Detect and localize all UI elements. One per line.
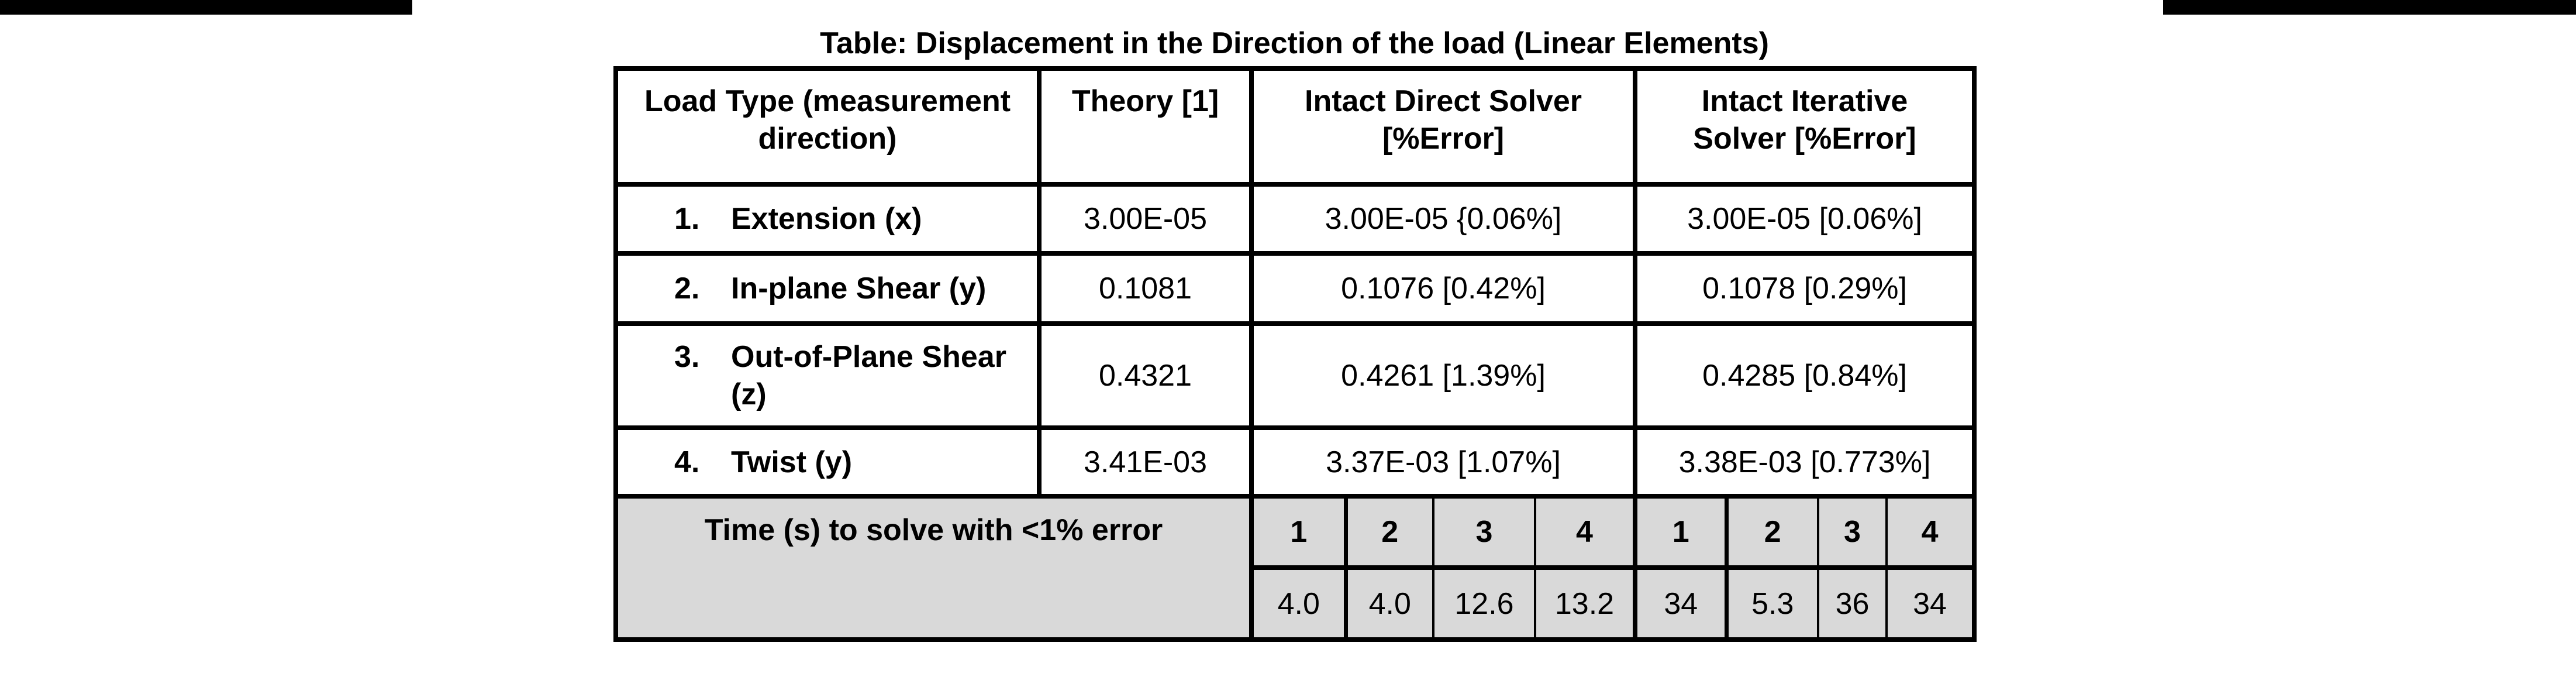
results-table: Load Type (measurement direction) Theory… — [613, 66, 1977, 642]
theory-value: 0.1081 — [1037, 251, 1254, 326]
row-label: Extension (x) — [731, 202, 922, 236]
table-title: Table: Displacement in the Direction of … — [820, 26, 1769, 60]
time-value: 34 — [1633, 565, 1729, 642]
time-value: 4.0 — [1249, 565, 1348, 642]
load-type-cell: 2. In-plane Shear (y) — [613, 251, 1042, 326]
direct-solver-value: 0.4261 [1.39%] — [1249, 321, 1637, 430]
iterative-solver-value: 0.4285 [0.84%] — [1633, 321, 1977, 430]
table-row-outofplane-shear: 3. Out-of-Plane Shear (z) 0.4321 0.4261 … — [613, 321, 1977, 430]
load-type-cell: 1. Extension (x) — [613, 182, 1042, 256]
load-type-cell: 4. Twist (y) — [613, 425, 1042, 499]
row-number: 4. — [674, 445, 700, 479]
time-header-row: Time (s) to solve with <1% error 1 2 3 4… — [613, 494, 1976, 642]
time-col-header: 4 — [1885, 494, 1976, 570]
iterative-solver-value: 3.00E-05 [0.06%] — [1633, 182, 1977, 256]
time-value: 13.2 — [1533, 565, 1637, 642]
iterative-solver-value: 0.1078 [0.29%] — [1633, 251, 1977, 326]
time-value: 12.6 — [1432, 565, 1536, 642]
load-type-cell: 3. Out-of-Plane Shear (z) — [613, 321, 1042, 430]
time-col-header: 2 — [1344, 494, 1434, 570]
time-value: 4.0 — [1344, 565, 1434, 642]
time-value: 36 — [1817, 565, 1888, 642]
time-value: 5.3 — [1725, 565, 1820, 642]
time-col-header: 3 — [1817, 494, 1888, 570]
time-col-header: 3 — [1432, 494, 1536, 570]
iterative-solver-value: 3.38E-03 [0.773%] — [1633, 425, 1977, 499]
time-label-cell: Time (s) to solve with <1% error — [613, 494, 1254, 642]
table-row-inplane-shear: 2. In-plane Shear (y) 0.1081 0.1076 [0.4… — [613, 251, 1977, 326]
row-label: Twist (y) — [731, 445, 853, 479]
header-row: Load Type (measurement direction) Theory… — [613, 66, 1977, 187]
row-label: Out-of-Plane Shear (z) — [731, 340, 1006, 411]
header-theory: Theory [1] — [1037, 66, 1254, 187]
time-col-header: 1 — [1249, 494, 1348, 570]
time-values-row: 4.0 4.0 12.6 13.2 34 5.3 36 34 — [616, 565, 1976, 642]
time-col-header: 1 — [1633, 494, 1729, 570]
table-row-extension: 1. Extension (x) 3.00E-05 3.00E-05 {0.06… — [613, 182, 1977, 256]
table-row-twist: 4. Twist (y) 3.41E-03 3.37E-03 [1.07%] 3… — [613, 425, 1977, 499]
top-right-black-bar — [2163, 0, 2576, 15]
row-number: 2. — [674, 272, 700, 305]
header-load-type: Load Type (measurement direction) — [613, 66, 1042, 187]
theory-value: 3.41E-03 — [1037, 425, 1254, 499]
theory-value: 3.00E-05 — [1037, 182, 1254, 256]
row-number: 1. — [674, 202, 700, 236]
time-col-header: 4 — [1533, 494, 1637, 570]
row-number: 3. — [674, 340, 700, 374]
direct-solver-value: 0.1076 [0.42%] — [1249, 251, 1637, 326]
header-iterative-solver: Intact Iterative Solver [%Error] — [1633, 66, 1977, 187]
time-value: 34 — [1885, 565, 1976, 642]
time-col-header: 2 — [1725, 494, 1820, 570]
row-label: In-plane Shear (y) — [731, 272, 987, 305]
theory-value: 0.4321 — [1037, 321, 1254, 430]
top-left-black-bar — [0, 0, 412, 15]
direct-solver-value: 3.37E-03 [1.07%] — [1249, 425, 1637, 499]
header-direct-solver: Intact Direct Solver [%Error] — [1249, 66, 1637, 187]
direct-solver-value: 3.00E-05 {0.06%] — [1249, 182, 1637, 256]
